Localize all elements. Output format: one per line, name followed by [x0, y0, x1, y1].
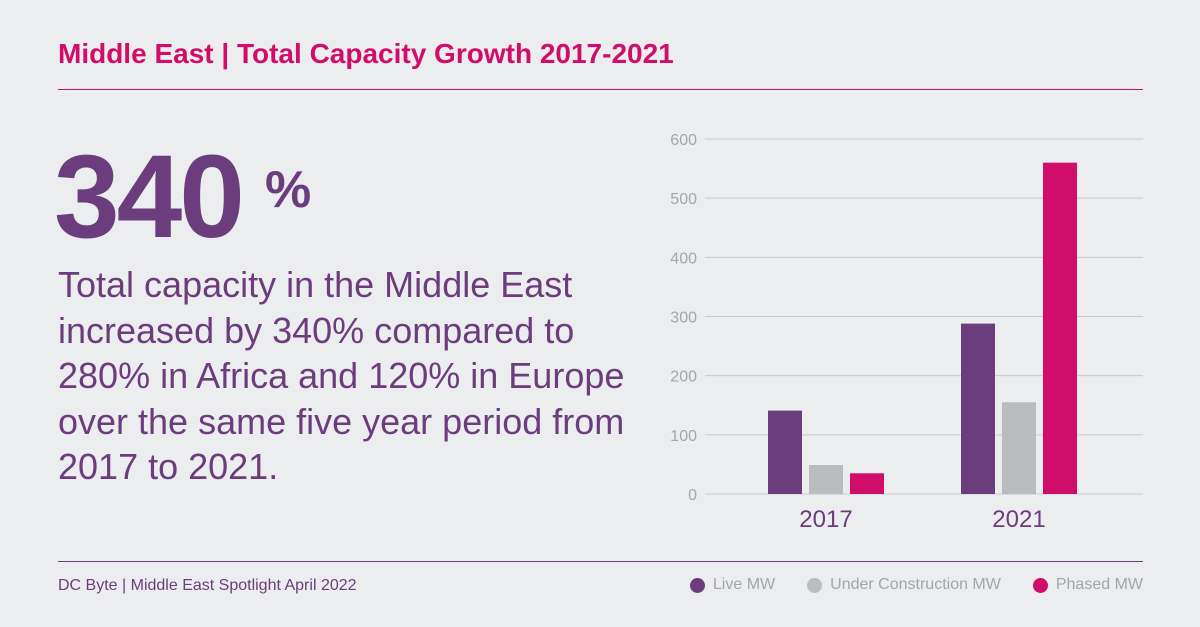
bar-live-mw: [961, 323, 995, 494]
y-tick-label: 0: [688, 487, 697, 504]
y-tick-label: 200: [670, 369, 697, 386]
divider: [58, 561, 1143, 562]
legend-swatch: [807, 577, 823, 593]
legend-swatch: [689, 577, 705, 593]
bar-under-construction-mw: [1002, 402, 1036, 494]
divider: [58, 89, 1143, 90]
page-title: Middle East | Total Capacity Growth 2017…: [58, 38, 674, 69]
y-tick-label: 600: [670, 132, 697, 149]
legend-label: Live MW: [712, 576, 776, 593]
y-tick-label: 400: [670, 250, 697, 267]
y-tick-label: 100: [670, 428, 697, 445]
bar-live-mw: [768, 410, 802, 494]
legend-item: Under Construction MW: [807, 576, 1001, 594]
bar-under-construction-mw: [809, 465, 843, 494]
legend-label: Phased MW: [1055, 576, 1143, 593]
y-tick-label: 300: [670, 310, 697, 327]
bar-phased-mw: [1043, 162, 1077, 494]
bar-phased-mw: [850, 473, 884, 494]
legend-item: Live MW: [689, 576, 776, 594]
y-tick-label: 500: [670, 191, 697, 208]
legend-swatch: [1032, 577, 1048, 593]
stat-unit: %: [265, 161, 312, 219]
legend-label: Under Construction MW: [830, 576, 1001, 593]
source-text: DC Byte | Middle East Spotlight April 20…: [58, 577, 357, 594]
x-tick-label: 2021: [992, 506, 1045, 533]
stat-description: Total capacity in the Middle East increa…: [58, 264, 625, 487]
x-tick-label: 2017: [799, 506, 852, 533]
stat-value: 340: [54, 131, 245, 263]
legend-item: Phased MW: [1032, 576, 1143, 594]
chart-legend: Live MW Under Construction MW Phased MW: [689, 576, 1143, 594]
